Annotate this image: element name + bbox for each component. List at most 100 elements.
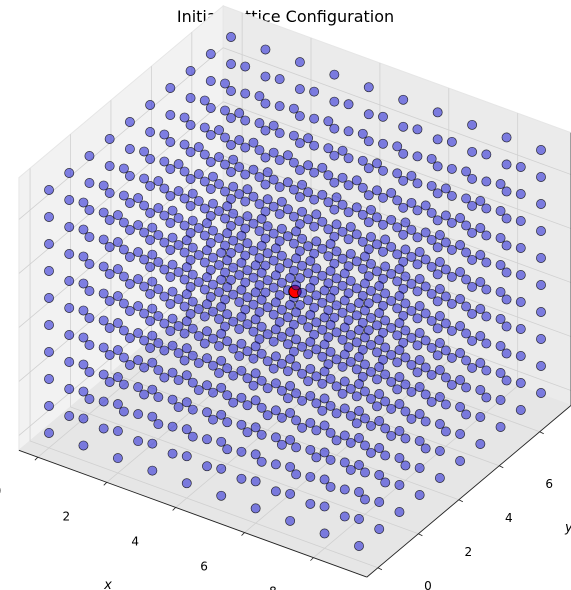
lattice-point <box>309 86 320 97</box>
lattice-point <box>420 362 431 373</box>
y-tick-label: 2 <box>465 545 473 559</box>
lattice-point <box>214 152 224 163</box>
lattice-point <box>495 260 506 270</box>
lattice-point <box>193 277 204 288</box>
lattice-point <box>414 463 425 473</box>
lattice-point <box>256 294 267 305</box>
lattice-point <box>193 250 204 261</box>
lattice-point <box>325 481 336 492</box>
lattice-point <box>248 218 259 229</box>
lattice-point <box>386 403 397 414</box>
lattice-point <box>159 156 170 167</box>
lattice-point <box>311 236 322 247</box>
lattice-point <box>536 226 546 236</box>
lattice-point <box>260 125 271 136</box>
lattice-point <box>426 234 437 245</box>
lattice-point <box>274 101 285 112</box>
lattice-point <box>475 385 486 395</box>
lattice-point <box>366 258 376 269</box>
lattice-point <box>467 119 478 130</box>
lattice-point <box>360 467 370 478</box>
lattice-point <box>455 348 466 358</box>
lattice-point <box>297 314 308 325</box>
lattice-point <box>325 238 336 249</box>
lattice-point <box>305 363 316 374</box>
lattice-point <box>262 275 273 286</box>
lattice-point <box>228 235 239 246</box>
lattice-point <box>112 345 123 356</box>
lattice-point <box>236 446 247 457</box>
lattice-point <box>426 315 437 326</box>
lattice-point <box>291 469 302 480</box>
lattice-point <box>285 353 296 364</box>
lattice-point <box>372 293 382 304</box>
lattice-point <box>226 140 236 150</box>
lattice-point <box>285 515 296 526</box>
lattice-point <box>354 433 364 443</box>
lattice-point <box>446 298 457 309</box>
lattice-point <box>455 456 466 466</box>
lattice-point <box>440 237 451 248</box>
lattice-point <box>339 430 350 441</box>
lattice-point <box>412 232 423 243</box>
lattice-point <box>181 262 192 273</box>
lattice-point <box>147 330 158 341</box>
lattice-point <box>398 175 409 186</box>
y-tick <box>499 465 504 469</box>
lattice-point <box>179 193 190 204</box>
lattice-point <box>386 268 397 279</box>
lattice-point <box>426 396 437 407</box>
lattice-point <box>199 149 210 160</box>
y-tick <box>418 533 423 537</box>
lattice-point <box>118 217 129 228</box>
lattice-point <box>240 169 251 180</box>
lattice-point <box>276 196 287 207</box>
lattice-point <box>173 267 184 278</box>
lattice-point <box>374 362 385 372</box>
lattice-point <box>351 175 362 186</box>
lattice-point <box>208 171 218 182</box>
lattice-point <box>193 385 204 396</box>
lattice-point <box>208 333 218 344</box>
lattice-point <box>268 363 279 374</box>
lattice-point <box>481 338 492 349</box>
lattice-point <box>434 365 445 375</box>
lattice-point <box>260 152 271 163</box>
lattice-point <box>153 176 164 187</box>
lattice-point <box>378 246 388 257</box>
lattice-point <box>446 379 457 390</box>
lattice-point <box>372 347 382 358</box>
lattice-point <box>78 359 89 370</box>
lattice-point <box>501 159 512 170</box>
lattice-point <box>133 220 144 231</box>
lattice-point <box>254 91 265 102</box>
lattice-point <box>398 148 409 159</box>
lattice-point <box>406 170 417 181</box>
lattice-point <box>380 234 391 245</box>
lattice-point <box>351 418 362 429</box>
gridline-z <box>18 101 571 274</box>
lattice-point <box>515 216 526 226</box>
lattice-point <box>159 264 170 275</box>
lattice-point <box>354 325 364 335</box>
lattice-point <box>139 281 150 292</box>
lattice-point <box>242 427 253 438</box>
lattice-point <box>228 289 239 300</box>
lattice-point <box>311 398 322 409</box>
lattice-point <box>270 351 281 362</box>
lattice-point <box>159 237 170 248</box>
lattice-point <box>363 109 374 120</box>
x-axis-line <box>18 449 367 578</box>
lattice-point <box>288 211 299 222</box>
lattice-point <box>98 180 109 191</box>
lattice-point <box>208 198 218 209</box>
lattice-point <box>64 303 75 313</box>
lattice-point <box>145 289 156 299</box>
lattice-point <box>248 164 259 175</box>
lattice-point <box>394 507 405 517</box>
lattice-point <box>112 264 123 275</box>
lattice-point <box>112 372 123 383</box>
lattice-point <box>222 255 233 266</box>
lattice-point <box>495 314 506 324</box>
